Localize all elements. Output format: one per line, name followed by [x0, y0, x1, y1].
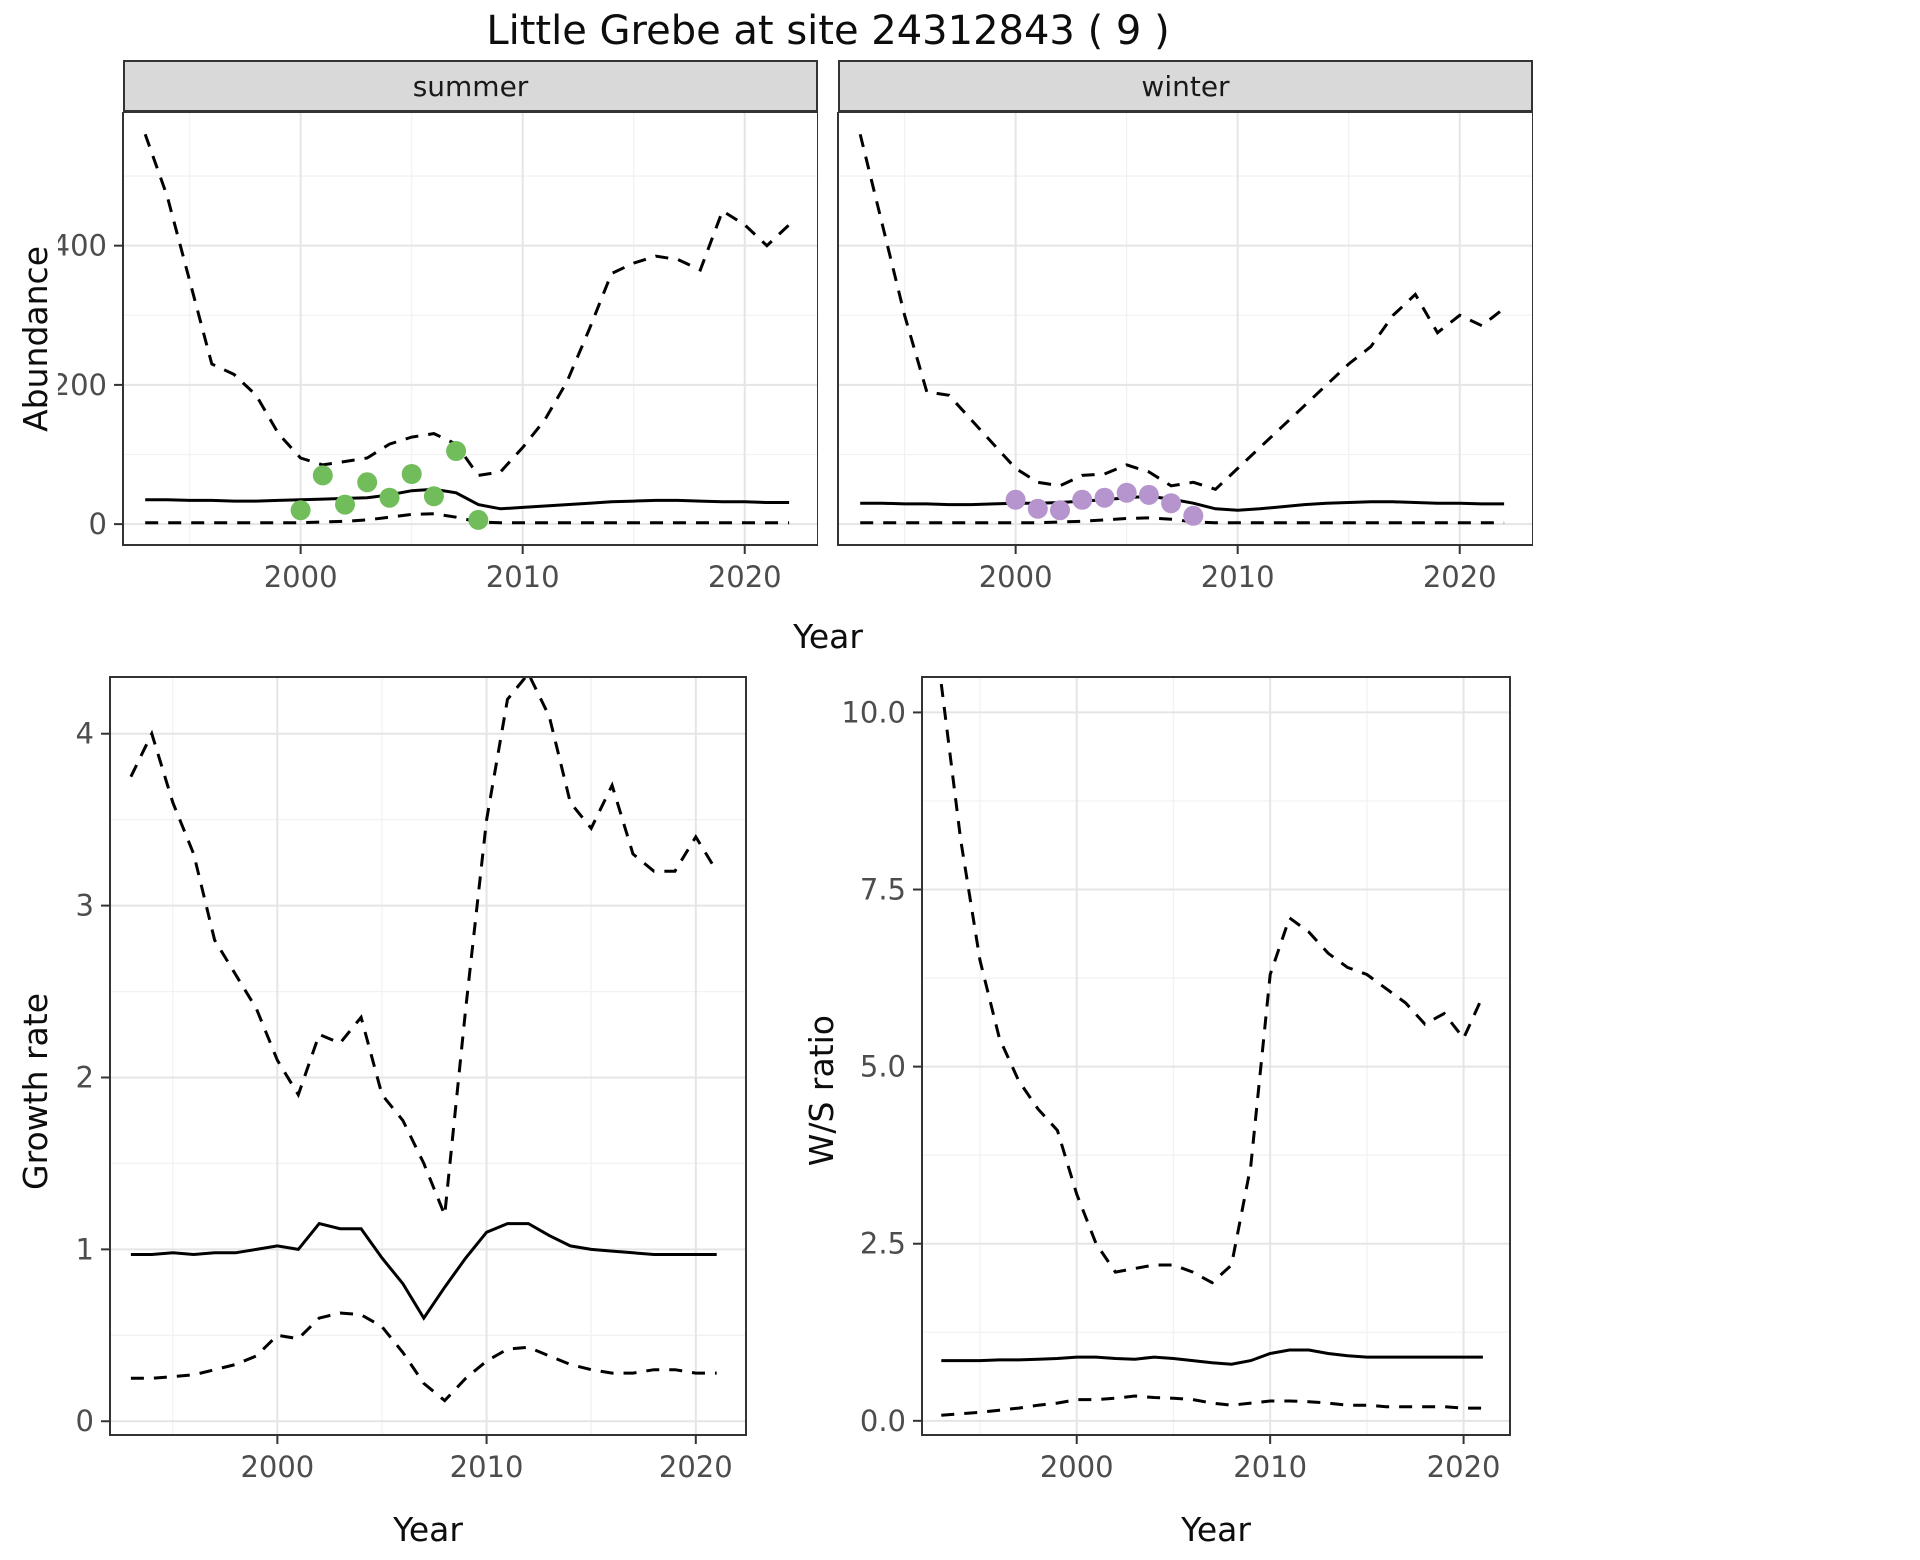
winter-observation-point: [1116, 482, 1137, 503]
abundance-row: Abundance summer 2000 2010 2020 0 200 400 win…: [12, 60, 1920, 617]
facet-strip-summer: summer: [123, 60, 818, 112]
summer-median-line: [145, 487, 790, 511]
growth-y-tick-label: 1: [76, 1232, 94, 1266]
summer-panel-border: [122, 112, 818, 546]
ws-median-line: [941, 1348, 1483, 1366]
winter-median-line: [860, 494, 1505, 512]
growth-x-tick-label: 2000: [240, 1450, 314, 1484]
growth-rate-panel: 2000 2010 2020 0 1 2 3 4: [76, 676, 747, 1484]
growth-lower_ci-line: [130, 1311, 717, 1403]
ws-ratio-panel: 2000 2010 2020 0.0 2.5 5.0 7.5 10.0: [844, 676, 1511, 1484]
growth-y-tick-label: 2: [76, 1060, 94, 1094]
summer-lower_ci-line: [145, 512, 790, 525]
abundance-y-axis: Abundance: [12, 60, 58, 617]
winter-x-tick-label: 2020: [1423, 560, 1497, 594]
growth-x-tick-label: 2010: [450, 1450, 524, 1484]
growth-y-axis: Growth rate: [12, 671, 58, 1511]
summer-x-tick-label: 2010: [486, 560, 560, 594]
winter-observation-point: [1138, 484, 1159, 505]
facet-winter: winter 2000 2010 2020: [818, 60, 1533, 617]
ws-y-tick-label: 10.0: [844, 695, 906, 729]
ws-y-axis-label: W/S ratio: [801, 1015, 841, 1167]
winter-x-tick-label: 2000: [979, 560, 1053, 594]
growth-axis-ticks: 2000 2010 2020 0 1 2 3 4: [76, 717, 733, 1484]
winter-observation-point: [1005, 489, 1026, 510]
winter-panel-bg: [838, 112, 1533, 545]
growth-gridlines: [110, 677, 746, 1435]
abundance-y-axis-label: Abundance: [15, 245, 55, 432]
winter-x-tick-label: 2010: [1201, 560, 1275, 594]
bottom-row: Growth rate 2000 2010 2020 0 1 2 3 4 Year W/S r…: [12, 671, 1920, 1555]
ws-y-tick-label: 2.5: [860, 1227, 906, 1261]
summer-observation-point: [379, 487, 400, 508]
figure-title: Little Grebe at site 24312843 ( 9 ): [486, 8, 1170, 54]
growth-x-tick-label: 2020: [659, 1450, 733, 1484]
summer-x-tick-label: 2000: [264, 560, 338, 594]
growth-y-axis-label: Growth rate: [15, 992, 55, 1190]
ws-upper_ci-line: [939, 683, 1485, 1285]
ws-y-tick-label: 5.0: [860, 1050, 906, 1084]
ws-y-tick-label: 0.0: [860, 1404, 906, 1438]
winter-observation-point: [1050, 500, 1070, 521]
growth-panel-bg: [110, 677, 746, 1435]
growth-rate-subplot: Growth rate 2000 2010 2020 0 1 2 3 4 Year: [12, 671, 758, 1555]
ws-panel-bg: [922, 677, 1510, 1435]
summer-upper_ci-line: [143, 133, 791, 478]
facet-strip-winter: winter: [838, 60, 1533, 112]
summer-observation-point: [468, 509, 489, 530]
growth-median-line: [130, 1221, 717, 1321]
summer-observation-point: [357, 472, 378, 493]
ws-x-axis-label: Year: [1181, 1510, 1251, 1549]
summer-observation-point: [446, 441, 467, 461]
winter-observation-point: [1072, 489, 1093, 510]
winter-observation-point: [1161, 493, 1182, 514]
abundance-summer-panel: 2000 2010 2020 0 200 400: [58, 112, 818, 594]
summer-y-tick-label: 200: [58, 368, 107, 402]
ws-axis-ticks: 2000 2010 2020 0.0 2.5 5.0 7.5 10.0: [844, 695, 1500, 1484]
abundance-x-axis-label: Year: [793, 617, 863, 656]
summer-axis-ticks: 2000 2010 2020 0 200 400: [58, 229, 782, 594]
summer-observation-point: [290, 500, 311, 521]
winter-axis-ticks: 2000 2010 2020: [979, 545, 1497, 594]
summer-observation-point: [312, 465, 333, 486]
ws-x-tick-label: 2010: [1233, 1450, 1307, 1484]
summer-y-tick-label: 0: [89, 507, 107, 541]
summer-observation-point: [335, 494, 355, 515]
growth-upper_ci-line: [129, 677, 718, 1216]
summer-panel-bg: [123, 112, 818, 545]
growth-x-axis-label: Year: [393, 1510, 463, 1549]
facet-summer: summer 2000 2010 2020 0 200 400: [58, 60, 818, 617]
ws-y-axis: W/S ratio: [798, 671, 844, 1511]
growth-panel-border: [109, 676, 747, 1436]
summer-y-tick-label: 400: [58, 229, 107, 263]
growth-series: [129, 677, 718, 1403]
growth-y-tick-label: 4: [76, 717, 94, 751]
winter-upper_ci-line: [858, 133, 1506, 491]
ws-ratio-subplot: W/S ratio 2000 2010 2020 0.0 2.5 5.0 7.5 10.0 Y…: [798, 671, 1524, 1555]
ws-y-tick-label: 7.5: [860, 873, 906, 907]
summer-observation-point: [401, 464, 422, 484]
ws-gridlines: [922, 677, 1510, 1435]
winter-observation-point: [1183, 505, 1204, 526]
winter-lower_ci-line: [860, 516, 1505, 525]
ws-panel-border: [921, 676, 1511, 1436]
summer-observation-point: [423, 486, 444, 507]
summer-points: [290, 441, 489, 530]
ws-x-tick-label: 2020: [1427, 1450, 1501, 1484]
abundance-winter-panel: 2000 2010 2020: [837, 112, 1533, 594]
winter-observation-point: [1027, 498, 1048, 519]
summer-x-tick-label: 2020: [708, 560, 782, 594]
ws-x-tick-label: 2000: [1040, 1450, 1114, 1484]
winter-points: [1005, 482, 1204, 526]
summer-series: [143, 133, 791, 525]
winter-panel-border: [837, 112, 1533, 546]
growth-y-tick-label: 3: [76, 889, 94, 923]
winter-observation-point: [1094, 487, 1115, 508]
winter-series: [858, 133, 1506, 525]
ws-series: [939, 683, 1485, 1417]
growth-y-tick-label: 0: [76, 1404, 94, 1438]
